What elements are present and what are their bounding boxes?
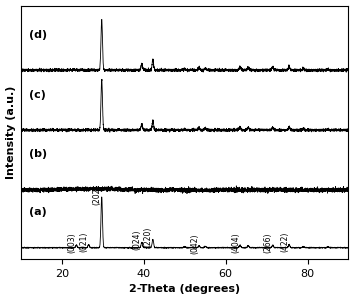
Text: (422): (422) bbox=[280, 232, 289, 252]
Text: (003): (003) bbox=[67, 232, 76, 253]
Text: (404): (404) bbox=[231, 232, 240, 253]
X-axis label: 2-Theta (degrees): 2-Theta (degrees) bbox=[129, 284, 240, 294]
Text: (b): (b) bbox=[29, 149, 47, 160]
Text: (d): (d) bbox=[29, 30, 47, 40]
Text: (c): (c) bbox=[29, 89, 46, 100]
Text: (220): (220) bbox=[144, 227, 153, 247]
Text: (024): (024) bbox=[133, 230, 142, 250]
Text: (a): (a) bbox=[29, 207, 47, 217]
Text: (266): (266) bbox=[264, 233, 273, 253]
Text: (202): (202) bbox=[93, 184, 102, 205]
Text: (042): (042) bbox=[190, 233, 199, 254]
Text: (021): (021) bbox=[80, 232, 88, 252]
Y-axis label: Intensity (a.u.): Intensity (a.u.) bbox=[6, 86, 16, 179]
